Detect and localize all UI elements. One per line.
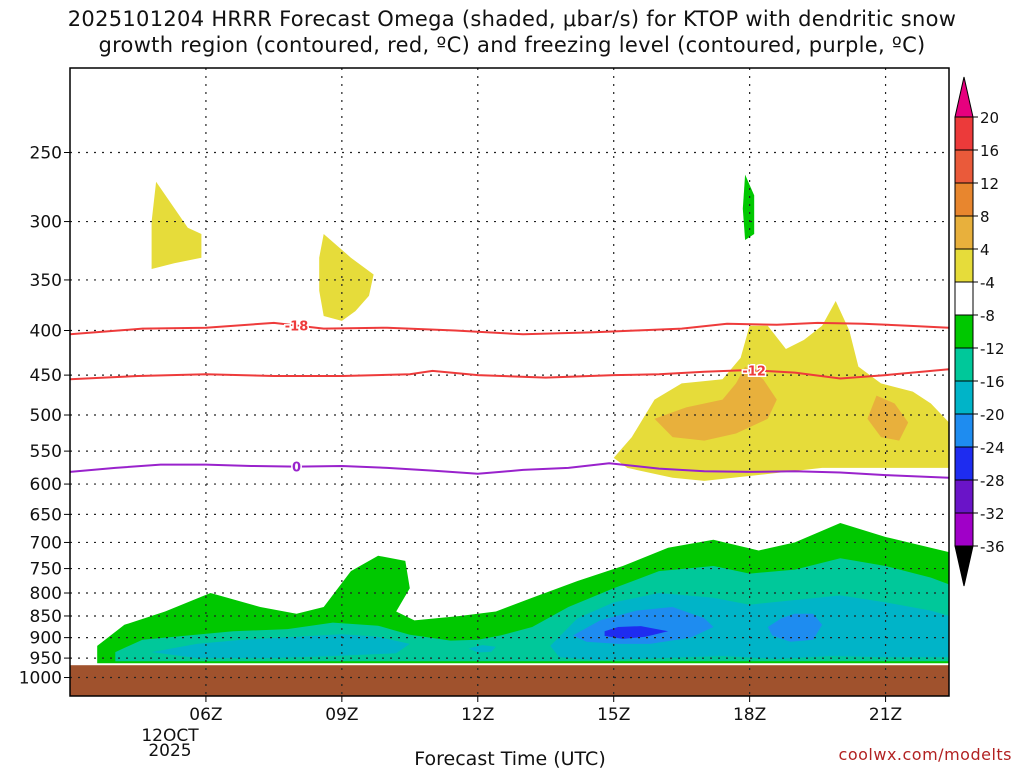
colorbar-segment xyxy=(954,413,974,448)
y-tick-label: 950 xyxy=(30,649,62,669)
colorbar-segment xyxy=(954,479,974,514)
omega-region xyxy=(659,112,791,336)
colorbar-label: -24 xyxy=(980,439,1005,457)
colorbar-segment xyxy=(954,347,974,382)
y-tick-label: 650 xyxy=(30,505,62,525)
colorbar-bottom-triangle xyxy=(954,545,974,587)
colorbar-top-triangle xyxy=(954,76,974,118)
x-tick-label: 18Z xyxy=(733,705,766,725)
dgz-minus18-contour xyxy=(70,321,949,336)
y-tick-label: 1000 xyxy=(19,669,62,689)
colorbar-segment xyxy=(954,149,974,184)
y-axis: 2503003504004505005506006507007508008509… xyxy=(19,144,70,689)
colorbar-segment xyxy=(954,380,974,415)
colorbar-segment xyxy=(954,446,974,481)
y-tick-label: 850 xyxy=(30,607,62,627)
colorbar-segment xyxy=(954,116,974,151)
credit-text[interactable]: coolwx.com/modelts xyxy=(838,745,1012,764)
colorbar-segment xyxy=(954,215,974,250)
grid xyxy=(70,68,949,696)
colorbar-label: 20 xyxy=(980,109,999,127)
omega-region xyxy=(817,120,859,234)
y-tick-label: 800 xyxy=(30,584,62,604)
y-tick-label: 700 xyxy=(30,533,62,553)
y-tick-label: 600 xyxy=(30,475,62,495)
freezing-level-0-contour xyxy=(70,462,949,479)
y-tick-label: 500 xyxy=(30,406,62,426)
omega-region xyxy=(767,613,823,642)
y-tick-label: 350 xyxy=(30,271,62,291)
colorbar-label: -4 xyxy=(980,274,995,292)
title-line-1: 2025101204 HRRR Forecast Omega (shaded, … xyxy=(67,7,957,31)
colorbar-label: -16 xyxy=(980,373,1005,391)
y-tick-label: 750 xyxy=(30,560,62,580)
colorbar-label: 4 xyxy=(980,241,990,259)
omega-region xyxy=(742,174,755,240)
colorbar-label: -32 xyxy=(980,505,1005,523)
colorbar-label: -28 xyxy=(980,472,1005,490)
colorbar-label: 16 xyxy=(980,142,999,160)
omega-region xyxy=(926,181,949,326)
omega-region xyxy=(151,634,410,659)
omega-region xyxy=(613,301,949,481)
dgz-minus12-contour xyxy=(70,368,949,381)
y-tick-label: 550 xyxy=(30,442,62,462)
date-label-line2: 2025 xyxy=(148,741,191,761)
colorbar-label: 8 xyxy=(980,208,990,226)
omega-region xyxy=(287,379,351,430)
plot-frame xyxy=(69,67,950,697)
colorbar-label: -12 xyxy=(980,340,1005,358)
colorbar-segment xyxy=(954,182,974,217)
x-tick-label: 09Z xyxy=(325,705,358,725)
contour-lines: -18 -12 0 xyxy=(70,318,949,479)
colorbar-label: -36 xyxy=(980,538,1005,556)
x-tick-label: 15Z xyxy=(597,705,630,725)
y-tick-label: 250 xyxy=(30,144,62,164)
colorbar: 20 16 12 8 4 -4 -8 -12 -16 -20 -24 -28 -32 -36 xyxy=(954,76,1005,587)
ground-surface-band xyxy=(70,665,949,696)
colorbar-label: -20 xyxy=(980,406,1005,424)
y-tick-label: 450 xyxy=(30,366,62,386)
colorbar-label: 12 xyxy=(980,175,999,193)
date-label-line1: 12OCT xyxy=(141,726,199,746)
omega-region xyxy=(319,234,374,321)
omega-region xyxy=(468,645,496,653)
x-tick-label: 12Z xyxy=(461,705,494,725)
plot-area xyxy=(70,112,949,696)
omega-region xyxy=(604,626,669,639)
x-tick-label: 06Z xyxy=(189,705,222,725)
omega-region xyxy=(867,395,909,441)
colorbar-label: -8 xyxy=(980,307,995,325)
colorbar-segment xyxy=(954,512,974,547)
title-line-2: growth region (contoured, red, ºC) and f… xyxy=(98,33,926,57)
dgz-minus12-label: -12 xyxy=(742,364,766,379)
omega-region xyxy=(514,301,533,354)
x-axis-label: Forecast Time (UTC) xyxy=(414,748,605,768)
freezing-level-0-label: 0 xyxy=(292,461,301,476)
x-tick-label: 21Z xyxy=(869,705,902,725)
omega-region xyxy=(654,366,777,441)
dgz-minus18-label: -18 xyxy=(285,319,309,334)
colorbar-segment xyxy=(954,281,974,316)
y-tick-label: 900 xyxy=(30,629,62,649)
omega-region xyxy=(151,181,202,269)
x-axis: 12OCT 2025 Forecast Time (UTC) 06Z 09Z 12Z… xyxy=(141,696,902,768)
chart-title: 2025101204 HRRR Forecast Omega (shaded, … xyxy=(0,6,1024,58)
colorbar-segment xyxy=(954,248,974,283)
y-tick-label: 400 xyxy=(30,322,62,342)
y-tick-label: 300 xyxy=(30,213,62,233)
colorbar-segment xyxy=(954,314,974,349)
